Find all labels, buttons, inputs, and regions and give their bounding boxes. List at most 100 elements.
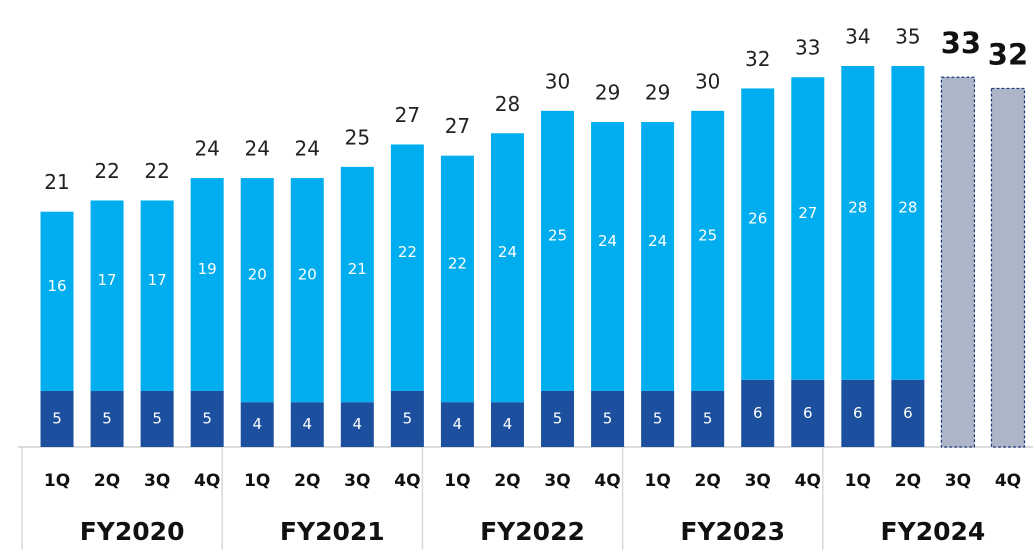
x-tick-label: 2Q — [294, 471, 320, 491]
segment-label: 4 — [303, 415, 313, 433]
x-tick-label: 1Q — [244, 471, 270, 491]
bar-segment — [541, 110, 575, 391]
segment-label: 5 — [653, 409, 663, 427]
total-label: 33 — [795, 36, 820, 60]
segment-label: 6 — [903, 404, 913, 422]
segment-label: 16 — [47, 277, 66, 295]
total-label: 34 — [845, 25, 870, 49]
segment-label: 6 — [753, 404, 763, 422]
x-tick-label: 3Q — [745, 471, 771, 491]
total-label: 27 — [395, 103, 420, 127]
total-label: 30 — [695, 69, 720, 93]
bar-segment — [490, 402, 524, 447]
x-tick-label: 4Q — [995, 471, 1021, 491]
total-label: 28 — [495, 92, 520, 116]
bar-segment — [641, 390, 675, 447]
total-label: 29 — [595, 81, 620, 105]
x-tick-label: 4Q — [795, 471, 821, 491]
segment-label: 20 — [298, 266, 317, 284]
bar-segment — [791, 379, 825, 447]
bar-segment — [190, 178, 224, 391]
total-label: 29 — [645, 81, 670, 105]
segment-label: 17 — [148, 271, 167, 289]
bar-segment — [290, 402, 324, 447]
x-tick-label: 2Q — [94, 471, 120, 491]
segment-label: 24 — [648, 232, 667, 250]
bar-segment — [990, 87, 1026, 448]
x-tick-label: 3Q — [544, 471, 570, 491]
bar-segment — [40, 390, 74, 447]
bar-segment — [741, 379, 775, 447]
segment-label: 25 — [548, 226, 567, 244]
segment-label: 4 — [503, 415, 513, 433]
bar-segment — [691, 390, 725, 447]
total-label: 22 — [144, 159, 169, 183]
bar-segment — [190, 390, 224, 447]
bar-segment — [591, 390, 625, 447]
segment-label: 6 — [853, 404, 863, 422]
bar-segment — [240, 402, 274, 447]
group-label: FY2020 — [80, 517, 185, 546]
segment-label: 5 — [202, 409, 212, 427]
total-label: 24 — [244, 137, 269, 161]
bar-segment — [591, 122, 625, 391]
bar-segment — [641, 122, 675, 391]
x-tick-label: 1Q — [845, 471, 871, 491]
segment-label: 20 — [248, 266, 267, 284]
x-tick-label: 4Q — [594, 471, 620, 491]
segment-label: 17 — [98, 271, 117, 289]
total-label: 24 — [295, 137, 320, 161]
total-label: 24 — [194, 137, 219, 161]
bar-segment — [891, 379, 925, 447]
x-tick-label: 4Q — [394, 471, 420, 491]
total-label: 35 — [895, 25, 920, 49]
x-tick-label: 2Q — [895, 471, 921, 491]
total-label: 25 — [345, 125, 370, 149]
total-label: 22 — [94, 159, 119, 183]
bar-segment — [140, 390, 174, 447]
group-label: FY2024 — [881, 517, 986, 546]
bar-segment — [40, 211, 74, 391]
group-label: FY2021 — [280, 517, 385, 546]
total-label: 32 — [988, 37, 1028, 71]
bar-segment — [541, 390, 575, 447]
total-label: 30 — [545, 69, 570, 93]
segment-label: 5 — [553, 409, 563, 427]
bar-segment — [891, 66, 925, 380]
bar-segment — [440, 402, 474, 447]
segment-label: 22 — [398, 243, 417, 261]
segment-label: 19 — [198, 260, 217, 278]
segment-label: 24 — [498, 243, 517, 261]
bar-segment — [741, 88, 775, 380]
segment-label: 6 — [803, 404, 813, 422]
bar-segment — [841, 66, 875, 380]
bar-segment — [290, 178, 324, 403]
x-tick-label: 3Q — [344, 471, 370, 491]
segment-label: 5 — [703, 409, 713, 427]
x-tick-label: 4Q — [194, 471, 220, 491]
bar-segment — [440, 155, 474, 403]
group-label: FY2022 — [480, 517, 585, 546]
x-tick-label: 3Q — [945, 471, 971, 491]
segment-label: 26 — [748, 210, 767, 228]
segment-label: 22 — [448, 254, 467, 272]
segment-label: 4 — [453, 415, 463, 433]
x-tick-label: 1Q — [644, 471, 670, 491]
segment-label: 5 — [403, 409, 413, 427]
segment-label: 5 — [152, 409, 162, 427]
bar-segment — [490, 133, 524, 403]
x-tick-label: 2Q — [695, 471, 721, 491]
segment-label: 4 — [353, 415, 363, 433]
segment-label: 5 — [102, 409, 112, 427]
segment-label: 28 — [848, 198, 867, 216]
segment-label: 4 — [252, 415, 262, 433]
bar-segment — [691, 110, 725, 391]
total-label: 27 — [445, 114, 470, 138]
bar-segment — [240, 178, 274, 403]
bar-segment — [340, 166, 374, 403]
bar-segment — [390, 390, 424, 447]
segment-label: 27 — [798, 204, 817, 222]
bar-segment — [140, 200, 174, 391]
bar-segment — [940, 76, 976, 448]
